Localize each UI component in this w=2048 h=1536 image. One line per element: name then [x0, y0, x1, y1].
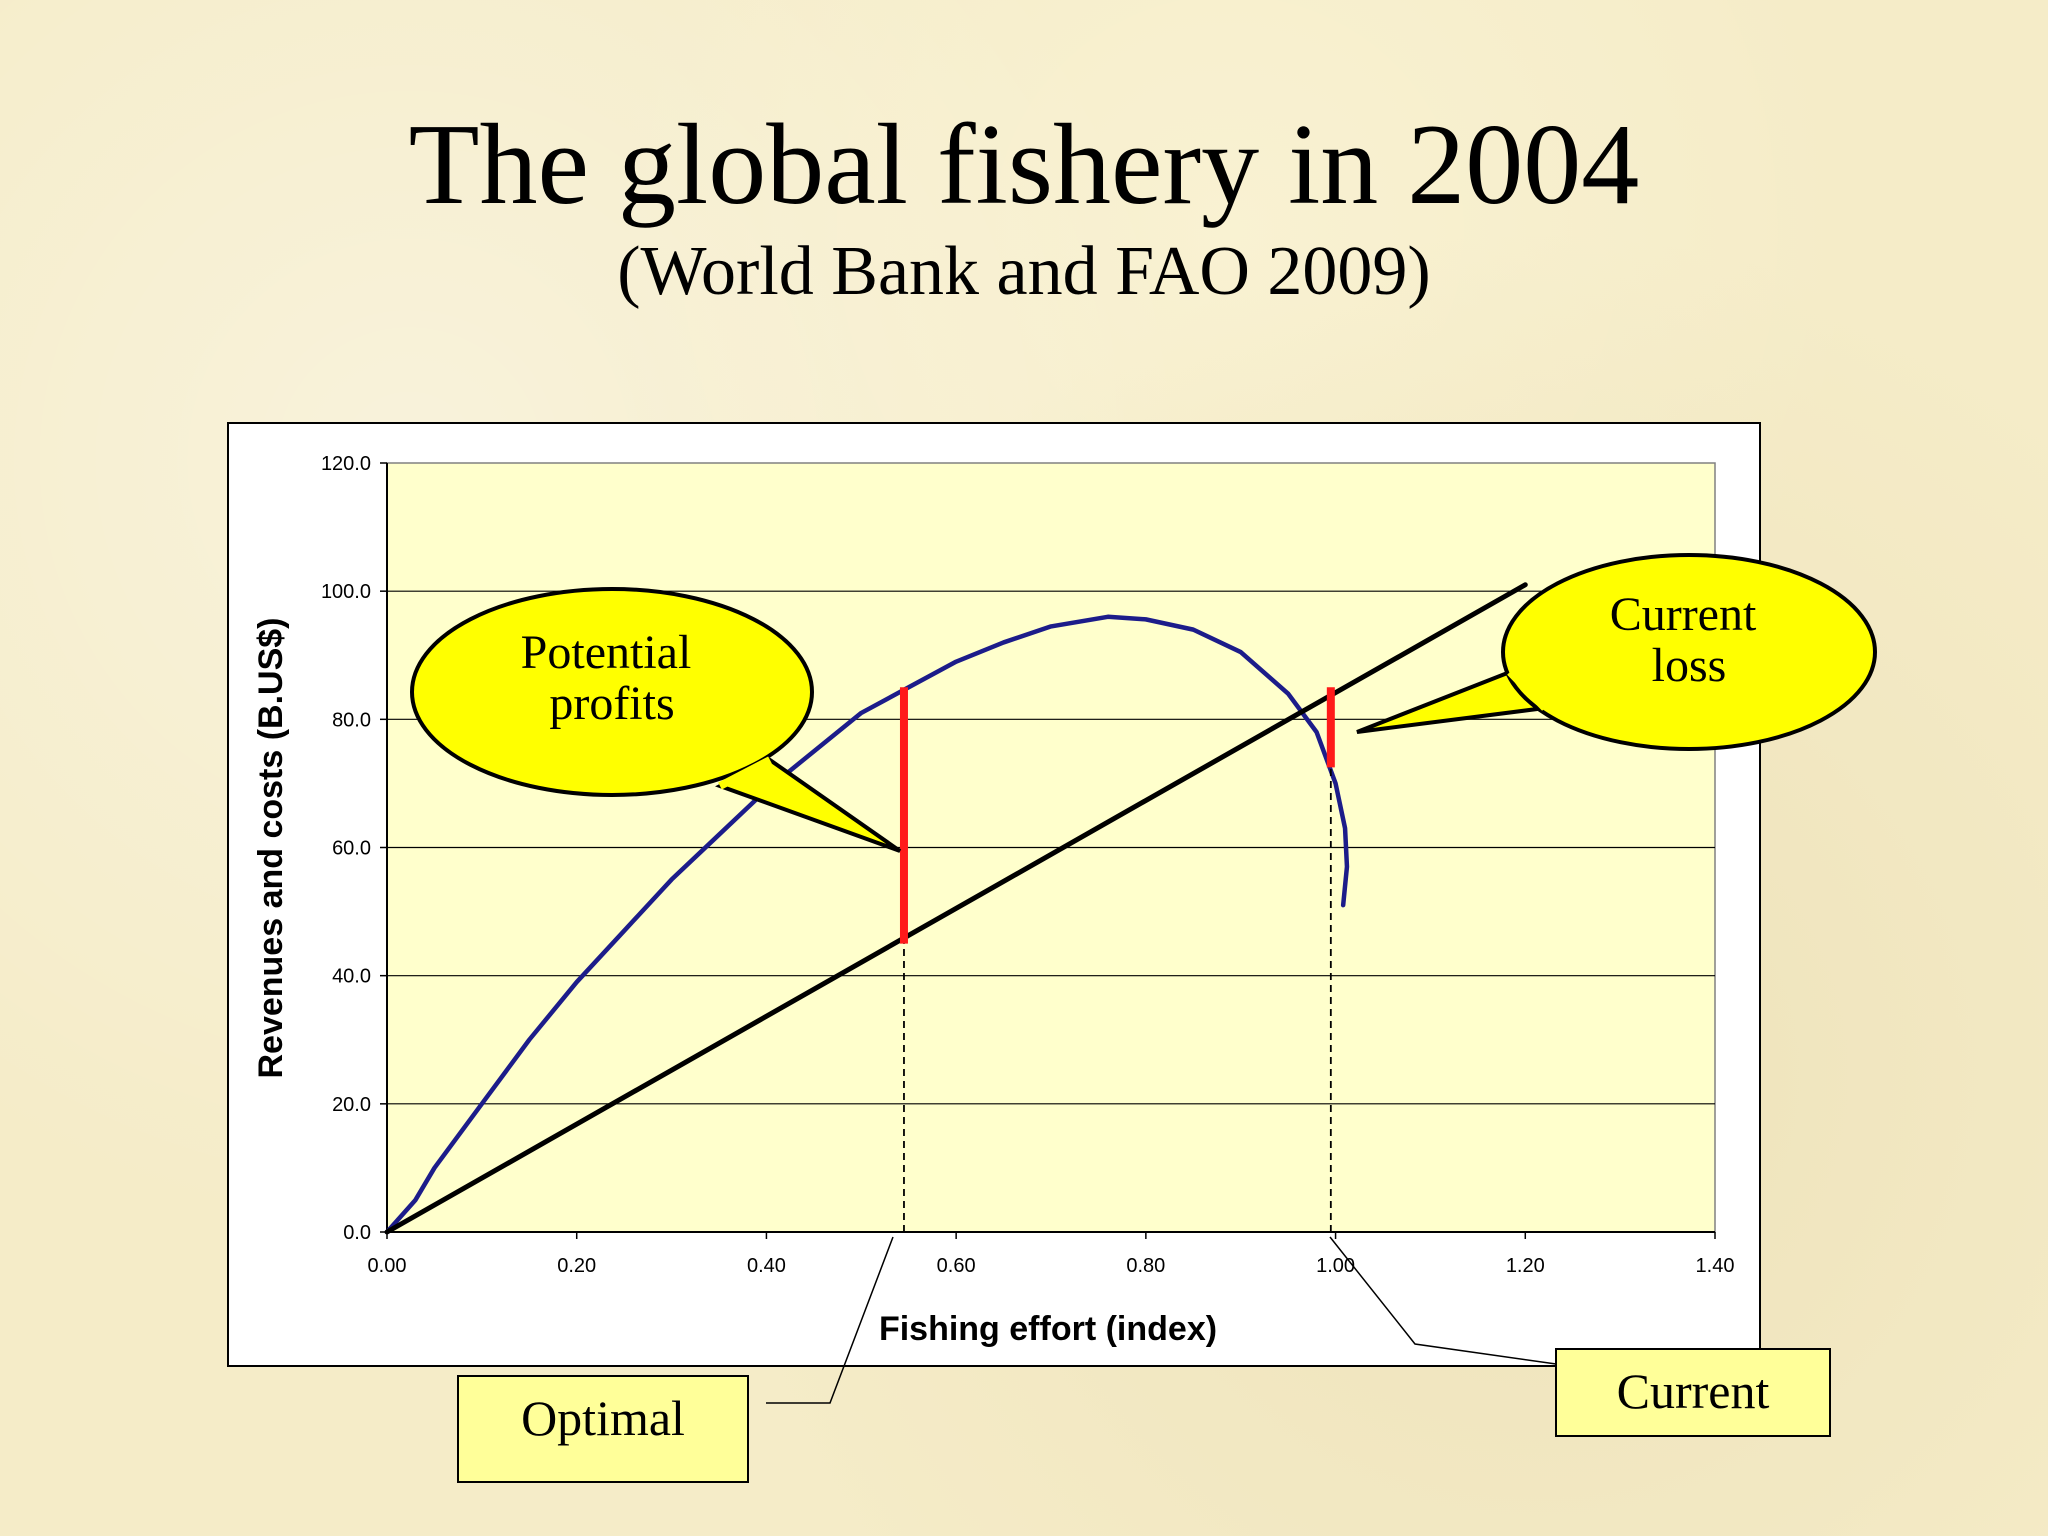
current-leader-line: [1329, 1236, 1557, 1365]
y-tick-label: 80.0: [332, 709, 371, 731]
label-current-box: [1555, 1348, 1831, 1437]
x-tick-label: 0.20: [557, 1255, 596, 1277]
x-tick-label: 0.60: [937, 1255, 976, 1277]
callout-potential-line1: Potential: [521, 626, 692, 679]
revenue-curve: [384, 614, 1350, 1235]
y-tick-label: 0.0: [343, 1222, 371, 1244]
svg-text:Current loss: Current loss: [1610, 588, 1769, 692]
y-tick-label: 120.0: [321, 453, 371, 475]
label-optimal-box: [457, 1375, 749, 1483]
label-optimal-text: Optimal: [521, 1390, 685, 1446]
callout-potential-line2: profits: [549, 677, 674, 730]
y-tick-label: 100.0: [321, 581, 371, 603]
x-tick-label: 0.00: [368, 1255, 407, 1277]
x-tick-label: 1.40: [1696, 1255, 1735, 1277]
x-tick-label: 0.40: [747, 1255, 786, 1277]
x-tick-label: 0.80: [1126, 1255, 1165, 1277]
y-tick-label: 40.0: [332, 966, 371, 988]
y-tick-label: 60.0: [332, 838, 371, 860]
x-axis-title: Fishing effort (index): [879, 1310, 1217, 1348]
series: [384, 582, 1528, 1235]
callout-current-loss: Current loss: [1356, 553, 1877, 751]
y-axis-title: Revenues and costs (B.US$): [252, 617, 290, 1078]
slide-title: The global fishery in 2004: [408, 101, 1640, 229]
x-tick-label: 1.20: [1506, 1255, 1545, 1277]
y-tick-label: 20.0: [332, 1094, 371, 1116]
label-current-text: Current: [1617, 1363, 1770, 1419]
callout-potential-profits: Potential profits: [410, 587, 902, 853]
callout-bubble: [1501, 553, 1877, 751]
axis-ticks: 0.0 20.0 40.0 60.0 80.0 100.0 120.0 0.00 0.20 0.4…: [321, 453, 1735, 1277]
optimal-leader-line: [766, 1236, 894, 1404]
x-tick-label: 1.00: [1316, 1255, 1355, 1277]
callout-loss-line2: loss: [1652, 639, 1727, 692]
slide-subtitle: (World Bank and FAO 2009): [617, 233, 1431, 310]
label-optimal: Optimal: [457, 1375, 749, 1483]
annotations: [899, 687, 1335, 1232]
callout-loss-line1: Current: [1610, 588, 1757, 641]
cost-line: [384, 582, 1528, 1235]
callout-bubble: [410, 587, 814, 797]
label-current: Current: [1555, 1348, 1831, 1437]
svg-text:Potential profits: Potential profits: [521, 626, 704, 730]
